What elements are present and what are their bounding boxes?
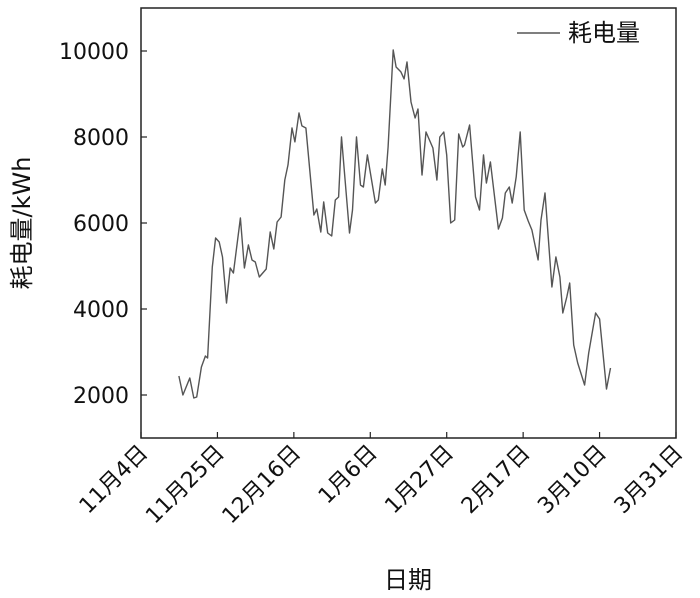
x-tick-label: 12月16日 (218, 441, 306, 529)
y-axis-label: 耗电量/kWh (8, 157, 36, 290)
y-tick-label: 6000 (73, 212, 129, 237)
x-tick-label: 2月17日 (457, 441, 535, 519)
x-axis-label: 日期 (384, 566, 432, 594)
x-tick-label: 3月31日 (610, 441, 688, 519)
x-tick-label: 1月27日 (380, 441, 458, 519)
legend-label: 耗电量 (568, 19, 640, 47)
y-tick-label: 8000 (73, 126, 129, 151)
y-tick-label: 2000 (73, 384, 129, 409)
x-tick-label: 3月10日 (533, 441, 611, 519)
y-tick-label: 10000 (59, 40, 129, 65)
x-tick-label: 11月25日 (141, 441, 229, 529)
x-tick-label: 11月4日 (75, 441, 153, 519)
legend: 耗电量 (517, 19, 640, 47)
x-tick-label: 1月6日 (314, 441, 383, 510)
series-line-耗电量 (178, 49, 612, 399)
y-tick-label: 4000 (73, 298, 129, 323)
